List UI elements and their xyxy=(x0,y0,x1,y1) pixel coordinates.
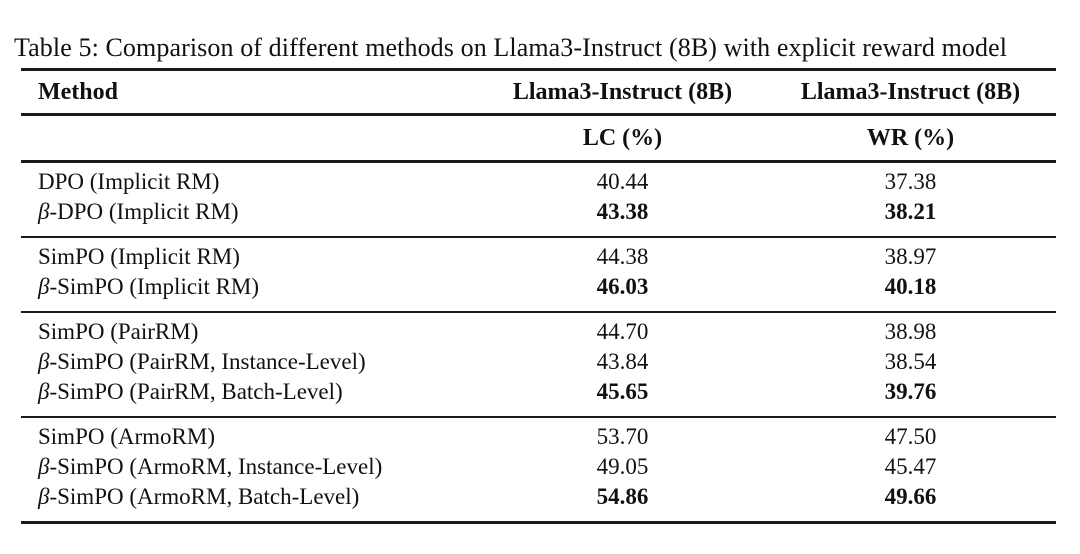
method-cell: β-SimPO (ArmoRM, Batch-Level) xyxy=(38,484,360,509)
table-row: β-SimPO (PairRM, Instance-Level) 43.84 38.… xyxy=(21,347,1056,377)
lc-value-cell: 43.84 xyxy=(596,349,649,374)
method-cell: SimPO (ArmoRM) xyxy=(38,424,215,449)
beta-symbol: β xyxy=(38,454,50,479)
table-row: β-SimPO (PairRM, Batch-Level) 45.65 39.76 xyxy=(21,377,1056,407)
beta-symbol: β xyxy=(38,199,50,224)
wr-value-cell: 40.18 xyxy=(884,274,937,299)
table-row: SimPO (Implicit RM) 44.38 38.97 xyxy=(21,242,1056,272)
method-cell: β-SimPO (PairRM, Batch-Level) xyxy=(38,379,343,404)
wr-value-cell: 38.21 xyxy=(884,199,937,224)
wr-value-cell: 47.50 xyxy=(884,424,937,449)
lc-value-cell: 45.65 xyxy=(596,379,649,404)
method-cell: β-SimPO (ArmoRM, Instance-Level) xyxy=(38,454,383,479)
group-separator-rule xyxy=(21,236,1056,238)
header-row-models: Method Llama3-Instruct (8B) Llama3-Instr… xyxy=(21,71,1056,113)
wr-value-cell: 45.47 xyxy=(884,454,937,479)
lc-value-cell: 44.70 xyxy=(596,319,649,344)
table-body: DPO (Implicit RM) 40.44 37.38 β-DPO (Implic… xyxy=(21,163,1056,521)
method-cell: SimPO (PairRM) xyxy=(38,319,199,344)
method-cell: SimPO (Implicit RM) xyxy=(38,244,240,269)
wr-value-cell: 38.54 xyxy=(884,349,937,374)
lc-value-cell: 54.86 xyxy=(596,484,649,509)
row-group: DPO (Implicit RM) 40.44 37.38 β-DPO (Implic… xyxy=(21,163,1056,236)
beta-symbol: β xyxy=(38,379,50,404)
lc-value-cell: 43.38 xyxy=(596,199,649,224)
wr-value-cell: 38.98 xyxy=(884,319,937,344)
method-column-header: Method xyxy=(38,78,118,105)
table-row: β-SimPO (ArmoRM, Instance-Level) 49.05 45.… xyxy=(21,452,1056,482)
wr-metric-header: WR (%) xyxy=(866,124,955,151)
lc-metric-header: LC (%) xyxy=(582,124,663,151)
wr-value-cell: 49.66 xyxy=(884,484,937,509)
beta-symbol: β xyxy=(38,349,50,374)
results-table: Method Llama3-Instruct (8B) Llama3-Instr… xyxy=(21,68,1056,524)
lc-value-cell: 44.38 xyxy=(596,244,649,269)
table-caption: Table 5: Comparison of different methods… xyxy=(14,33,1008,62)
subheader-rule xyxy=(21,160,1056,163)
model-column-header-wr: Llama3-Instruct (8B) xyxy=(800,78,1021,105)
header-row-metrics: LC (%) WR (%) xyxy=(21,116,1056,160)
wr-value-cell: 39.76 xyxy=(884,379,937,404)
beta-symbol: β xyxy=(38,484,50,509)
method-cell: β-SimPO (PairRM, Instance-Level) xyxy=(38,349,366,374)
beta-symbol: β xyxy=(38,274,50,299)
table-row: β-DPO (Implicit RM) 43.38 38.21 xyxy=(21,197,1056,227)
row-group: SimPO (PairRM) 44.70 38.98 β-SimPO (PairRM,… xyxy=(21,313,1056,416)
table-row: SimPO (PairRM) 44.70 38.98 xyxy=(21,317,1056,347)
header-rule xyxy=(21,113,1056,116)
lc-value-cell: 49.05 xyxy=(596,454,649,479)
top-rule xyxy=(21,68,1056,71)
lc-value-cell: 53.70 xyxy=(596,424,649,449)
wr-value-cell: 37.38 xyxy=(884,169,937,194)
table-row: SimPO (ArmoRM) 53.70 47.50 xyxy=(21,422,1056,452)
wr-value-cell: 38.97 xyxy=(884,244,937,269)
lc-value-cell: 46.03 xyxy=(596,274,649,299)
group-separator-rule xyxy=(21,416,1056,418)
lc-value-cell: 40.44 xyxy=(596,169,649,194)
table-row: DPO (Implicit RM) 40.44 37.38 xyxy=(21,167,1056,197)
method-cell: β-DPO (Implicit RM) xyxy=(38,199,239,224)
row-group: SimPO (Implicit RM) 44.38 38.97 β-SimPO (Im… xyxy=(21,238,1056,311)
method-cell: β-SimPO (Implicit RM) xyxy=(38,274,260,299)
model-column-header-lc: Llama3-Instruct (8B) xyxy=(512,78,733,105)
row-group: SimPO (ArmoRM) 53.70 47.50 β-SimPO (ArmoRM,… xyxy=(21,418,1056,521)
table-row: β-SimPO (Implicit RM) 46.03 40.18 xyxy=(21,272,1056,302)
bottom-rule xyxy=(21,521,1056,524)
table-row: β-SimPO (ArmoRM, Batch-Level) 54.86 49.66 xyxy=(21,482,1056,512)
group-separator-rule xyxy=(21,311,1056,313)
method-cell: DPO (Implicit RM) xyxy=(38,169,220,194)
